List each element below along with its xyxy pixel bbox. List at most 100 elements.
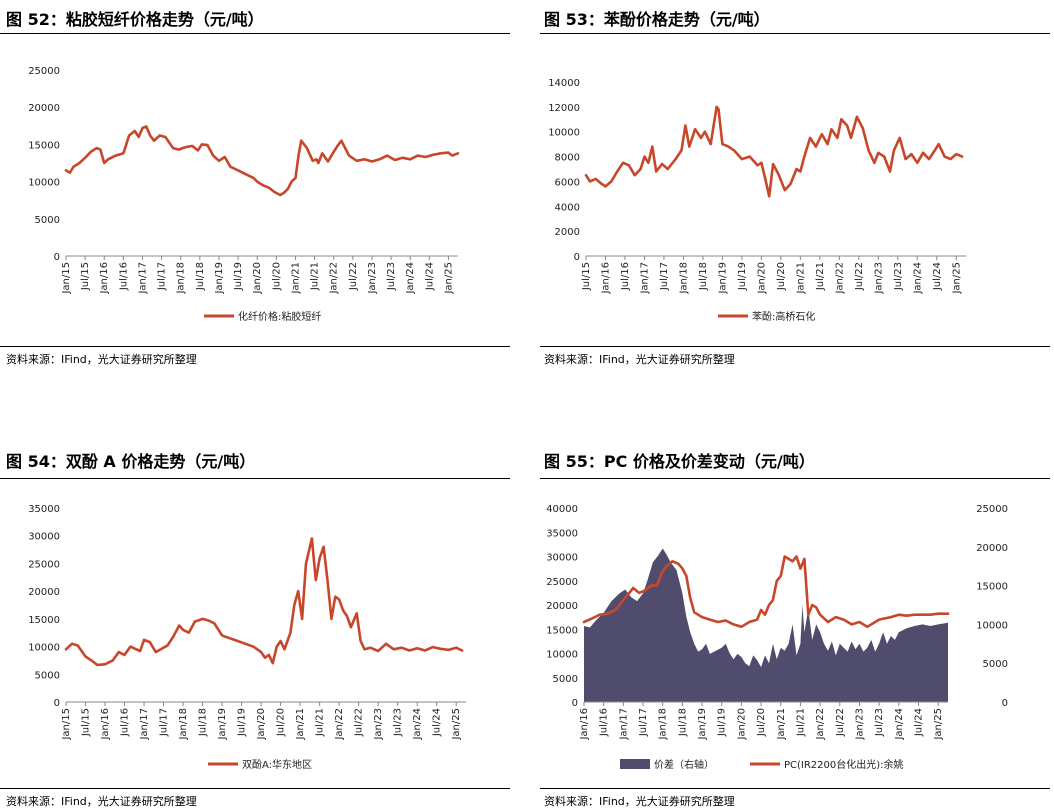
y-tick-label: 15000: [28, 140, 60, 151]
x-tick-label: Jan/17: [639, 262, 650, 295]
y-tick-label: 20000: [28, 587, 60, 598]
source-note: 资料来源：IFind，光大证券研究所整理: [6, 795, 197, 808]
y-tick-label: 5000: [553, 674, 578, 685]
x-tick-label: Jan/18: [678, 262, 689, 295]
legend-label: 苯酚:高桥石化: [752, 310, 815, 323]
x-tick-label: Jan/19: [697, 708, 708, 741]
legend-label: 价差（右轴）: [654, 758, 714, 771]
x-tick-label: Jul/21: [315, 708, 326, 737]
x-tick-label: Jan/18: [658, 708, 669, 741]
x-tick-label: Jul/24: [432, 708, 443, 737]
x-tick-label: Jul/16: [118, 262, 129, 291]
y2-tick-label: 5000: [983, 659, 1008, 670]
y2-tick-label: 10000: [976, 620, 1008, 631]
x-tick-label: Jan/23: [854, 708, 865, 741]
chart-55: 0 5000 10000 15000 20000 25000 30000 35000 40000…: [546, 504, 1008, 771]
y2-tick-label: 20000: [976, 543, 1008, 554]
y-tick-label: 30000: [28, 532, 60, 543]
x-tick-label: Jul/18: [698, 262, 709, 291]
line-series-1: [582, 555, 950, 629]
chart-54: 0 5000 10000 15000 20000 25000 30000 35000 Jan/1…: [28, 504, 466, 771]
x-tick-label: Jul/18: [195, 262, 206, 291]
x-tick-label: Jan/24: [405, 262, 416, 295]
source-rule: [540, 346, 1050, 347]
title-rule: [0, 478, 510, 479]
x-tick-label: Jan/16: [99, 262, 110, 295]
x-tick-label: Jul/22: [854, 262, 865, 291]
x-tick-label: Jan/25: [933, 708, 944, 741]
x-tick-label: Jan/20: [256, 708, 267, 741]
x-tick-label: Jan/20: [736, 708, 747, 741]
source-rule: [540, 788, 1050, 789]
y-tick-label: 40000: [546, 504, 578, 515]
legend-label: PC(IR2200台化出光):余姚: [784, 758, 904, 771]
y-tick-label: 6000: [555, 177, 580, 188]
y-tick-label: 35000: [28, 504, 60, 515]
x-tick-label: Jul/17: [157, 262, 168, 291]
line-series-0: [64, 537, 464, 667]
y-tick-label: 15000: [28, 615, 60, 626]
x-tick-label: Jul/20: [756, 708, 767, 737]
x-tick-label: Jan/18: [176, 262, 187, 295]
x-tick-label: Jan/21: [290, 262, 301, 295]
x-tick-label: Jan/21: [795, 262, 806, 295]
y-tick-label: 20000: [546, 601, 578, 612]
x-tick-label: Jul/21: [795, 708, 806, 737]
line-series-0: [64, 125, 460, 197]
x-tick-label: Jan/23: [873, 262, 884, 295]
source-rule: [0, 346, 510, 347]
x-tick-label: Jul/19: [717, 708, 728, 737]
legend-swatch-area: [620, 759, 650, 769]
y-tick-label: 4000: [555, 202, 580, 213]
x-tick-label: Jul/16: [120, 708, 131, 737]
x-tick-label: Jan/17: [618, 708, 629, 741]
x-tick-label: Jan/24: [912, 262, 923, 295]
x-tick-label: Jul/17: [638, 708, 649, 737]
x-tick-label: Jul/24: [932, 262, 943, 291]
area-series-0: [584, 548, 948, 702]
x-tick-label: Jan/21: [776, 708, 787, 741]
x-tick-label: Jan/19: [717, 262, 728, 295]
chart-53: 0 2000 4000 6000 8000 10000 12000 14000 Jul/15 Ja…: [548, 78, 966, 323]
x-tick-label: Jan/22: [334, 708, 345, 741]
x-tick-label: Jan/25: [451, 708, 462, 741]
x-tick-label: Jan/15: [61, 708, 72, 741]
x-tick-label: Jul/22: [348, 262, 359, 291]
x-tick-label: Jul/16: [599, 708, 610, 737]
y-tick-label: 12000: [548, 103, 580, 114]
title-rule: [540, 33, 1050, 34]
x-tick-label: Jul/20: [276, 708, 287, 737]
x-tick-label: Jan/22: [329, 262, 340, 295]
x-tick-label: Jul/21: [815, 262, 826, 291]
x-tick-label: Jan/21: [295, 708, 306, 741]
title-rule: [0, 33, 510, 34]
chart-52: 0 5000 10000 15000 20000 25000 Jan/15 Jul/15 Jan…: [28, 66, 460, 323]
x-tick-label: Jul/15: [81, 708, 92, 737]
x-tick-label: Jan/24: [894, 708, 905, 741]
y-tick-label: 30000: [546, 553, 578, 564]
x-tick-label: Jan/15: [61, 262, 72, 295]
x-tick-label: Jan/23: [373, 708, 384, 741]
x-tick-label: Jul/23: [386, 262, 397, 291]
chart-title: 图 55：PC 价格及价差变动（元/吨）: [544, 452, 815, 471]
legend-label: 化纤价格:粘胶短纤: [238, 310, 321, 323]
y-tick-label: 0: [574, 252, 580, 263]
x-tick-label: Jul/23: [393, 708, 404, 737]
line-series-0: [584, 105, 964, 198]
x-tick-label: Jul/15: [581, 262, 592, 291]
y-tick-label: 20000: [28, 103, 60, 114]
x-tick-label: Jan/22: [834, 262, 845, 295]
x-tick-label: Jul/24: [913, 708, 924, 737]
x-tick-label: Jul/24: [424, 262, 435, 291]
x-tick-label: Jan/16: [600, 262, 611, 295]
x-tick-label: Jul/20: [776, 262, 787, 291]
y-tick-label: 10000: [548, 128, 580, 139]
y-tick-label: 10000: [28, 643, 60, 654]
chart-panel-53: 图 53：苯酚价格走势（元/吨） 0 2000 4000 6000 8000 10000 1…: [540, 0, 1054, 370]
x-tick-label: Jul/16: [620, 262, 631, 291]
x-tick-label: Jul/23: [874, 708, 885, 737]
x-tick-label: Jul/17: [659, 262, 670, 291]
chart-title: 图 54：双酚 A 价格走势（元/吨）: [6, 452, 256, 471]
y-tick-label: 0: [54, 698, 60, 709]
y-tick-label: 10000: [546, 650, 578, 661]
